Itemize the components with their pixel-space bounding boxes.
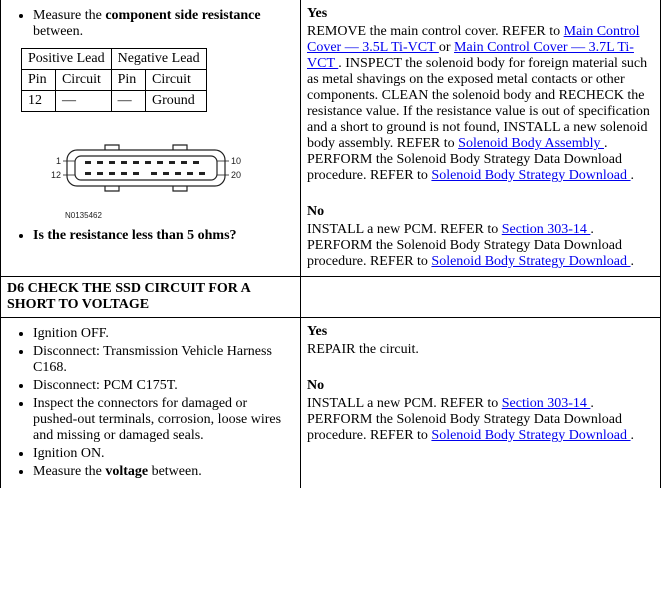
t: . [631,254,635,269]
row-d6: Ignition OFF. Disconnect: Transmission V… [1,318,660,488]
t: INSTALL a new PCM. REFER to [307,222,502,237]
d5-step-measure: Measure the component side resistance be… [33,8,294,40]
sub-c2: Circuit [146,70,207,91]
d5-yes-label: Yes [307,6,654,22]
d6-left: Ignition OFF. Disconnect: Transmission V… [1,318,301,488]
sub-c1: Circuit [55,70,111,91]
t2: between. [148,464,202,479]
link-solenoid-body-strategy-download-2[interactable]: Solenoid Body Strategy Download [431,254,630,269]
d6-s2: Disconnect: Transmission Vehicle Harness… [33,344,294,376]
d6-steps: Ignition OFF. Disconnect: Transmission V… [7,326,294,480]
th-pos: Positive Lead [22,49,112,70]
d5-right: Yes REMOVE the main control cover. REFER… [301,0,660,276]
r-pin1: 12 [22,91,56,112]
pin-1-label: 1 [56,156,61,166]
r-c1: — [55,91,111,112]
r-pin2: — [111,91,145,112]
t: or [439,40,454,55]
sub-pin1: Pin [22,70,56,91]
d5-left: Measure the component side resistance be… [1,0,301,276]
d5-question-list: Is the resistance less than 5 ohms? [7,228,294,244]
link-section-303-14-b[interactable]: Section 303-14 [502,396,591,411]
d6-header-right [301,277,660,317]
txt-b: component side resistance [105,8,260,23]
d5-steps-top: Measure the component side resistance be… [7,8,294,40]
d6-s3: Disconnect: PCM C175T. [33,378,294,394]
d6-s4: Inspect the connectors for damaged or pu… [33,396,294,444]
d5-yes-body: REMOVE the main control cover. REFER to … [307,24,654,184]
d5-no-body: INSTALL a new PCM. REFER to Section 303-… [307,222,654,270]
d6-s6: Measure the voltage between. [33,464,294,480]
connector-figure: 1 12 10 20 [35,142,294,220]
sub-pin2: Pin [111,70,145,91]
txt: Measure the [33,8,105,23]
d6-s5: Ignition ON. [33,446,294,462]
d6-yes-label: Yes [307,324,654,340]
figure-id: N0135462 [65,211,294,220]
d5-no-label: No [307,204,654,220]
pin-12-label: 12 [51,170,61,180]
row-d6-header: D6 CHECK THE SSD CIRCUIT FOR A SHORT TO … [1,277,660,318]
t: REMOVE the main control cover. REFER to [307,24,564,39]
d6-right: Yes REPAIR the circuit. No INSTALL a new… [301,318,660,488]
pin-20-label: 20 [231,170,241,180]
d6-header: D6 CHECK THE SSD CIRCUIT FOR A SHORT TO … [1,277,301,317]
diagnostic-table: Measure the component side resistance be… [0,0,661,488]
link-solenoid-body-strategy-download-3[interactable]: Solenoid Body Strategy Download [431,428,630,443]
d6-no-body: INSTALL a new PCM. REFER to Section 303-… [307,396,654,444]
th-neg: Negative Lead [111,49,206,70]
t: Measure the [33,464,105,479]
link-section-303-14[interactable]: Section 303-14 [502,222,591,237]
d5-question-text: Is the resistance less than 5 ohms? [33,228,237,243]
d6-s1: Ignition OFF. [33,326,294,342]
link-solenoid-body-assembly[interactable]: Solenoid Body Assembly [458,136,604,151]
connector-svg: 1 12 10 20 [35,142,255,202]
pin-10-label: 10 [231,156,241,166]
txt2: between. [33,24,83,39]
d6-yes-body: REPAIR the circuit. [307,342,654,358]
t: INSTALL a new PCM. REFER to [307,396,502,411]
t: . [631,428,635,443]
lead-table: Positive Lead Negative Lead Pin Circuit … [21,48,207,112]
row-d5: Measure the component side resistance be… [1,0,660,277]
d6-no-label: No [307,378,654,394]
tb: voltage [105,464,148,479]
d5-question: Is the resistance less than 5 ohms? [33,228,294,244]
link-solenoid-body-strategy-download[interactable]: Solenoid Body Strategy Download [431,168,630,183]
t: . [631,168,635,183]
r-c2: Ground [146,91,207,112]
